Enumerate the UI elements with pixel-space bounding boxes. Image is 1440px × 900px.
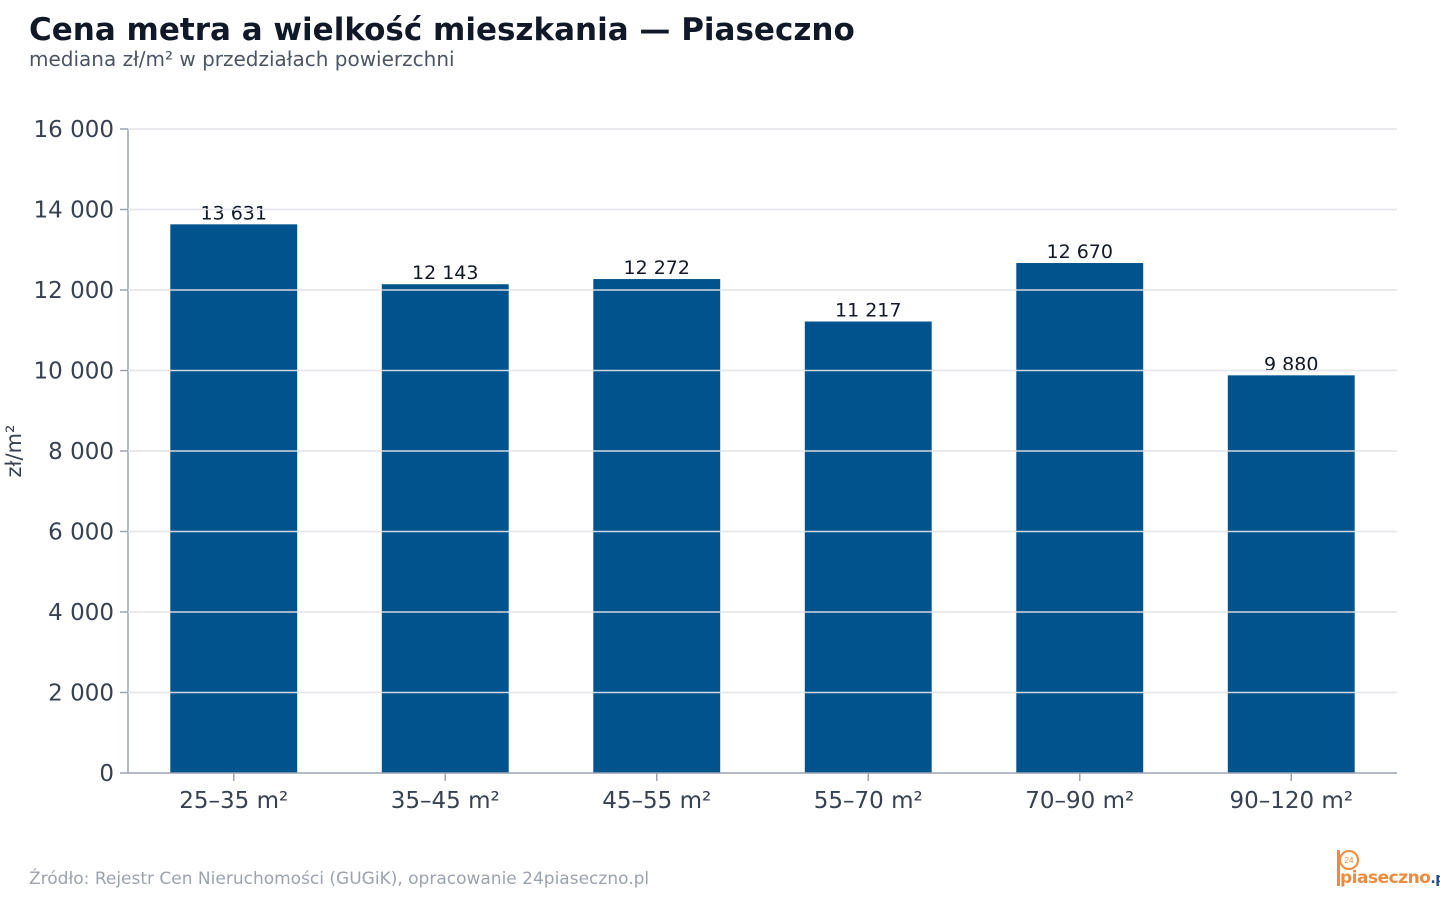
y-tick-label: 14 000 xyxy=(34,198,114,224)
source-note: Źródło: Rejestr Cen Nieruchomości (GUGiK… xyxy=(29,869,650,889)
y-tick-label: 10 000 xyxy=(34,359,114,385)
y-tick-label: 6 000 xyxy=(48,520,114,546)
bar-value-label: 9 880 xyxy=(1264,353,1318,375)
site-logo: 24 piaseczno.pl xyxy=(1336,849,1440,889)
bar-value-label: 12 670 xyxy=(1047,241,1113,263)
y-tick-label: 4 000 xyxy=(48,600,114,626)
logo-tld: .pl xyxy=(1430,871,1440,887)
chart-subtitle: mediana zł/m² w przedziałach powierzchni xyxy=(29,47,455,71)
x-tick-label: 55–70 m² xyxy=(814,788,923,814)
y-tick-label: 8 000 xyxy=(48,439,114,465)
x-tick-label: 45–55 m² xyxy=(602,788,711,814)
x-tick-label: 25–35 m² xyxy=(179,788,288,814)
y-tick-label: 0 xyxy=(99,761,114,787)
x-tick-label: 70–90 m² xyxy=(1025,788,1134,814)
y-tick-label: 2 000 xyxy=(48,681,114,707)
bar xyxy=(804,321,932,773)
bar xyxy=(1016,263,1144,773)
bar xyxy=(381,284,509,773)
bar xyxy=(170,224,298,774)
bar-value-label: 12 143 xyxy=(412,262,478,284)
x-tick-label: 90–120 m² xyxy=(1229,788,1353,814)
y-tick-label: 12 000 xyxy=(34,278,114,304)
logo-name: piaseczno xyxy=(1340,868,1431,888)
chart-title: Cena metra a wielkość mieszkania — Piase… xyxy=(29,12,855,48)
bar-value-label: 11 217 xyxy=(835,300,901,322)
bar xyxy=(593,279,721,773)
bar-value-label: 13 631 xyxy=(201,202,267,224)
bar xyxy=(1227,375,1355,773)
logo-badge-icon: 24 xyxy=(1337,850,1359,886)
logo-badge-text: 24 xyxy=(1345,856,1354,865)
y-axis-label: zł/m² xyxy=(2,425,26,478)
bar-value-label: 12 272 xyxy=(624,257,690,279)
x-tick-label: 35–45 m² xyxy=(391,788,500,814)
logo-wordmark: piaseczno.pl xyxy=(1340,868,1440,888)
y-tick-label: 16 000 xyxy=(34,117,114,143)
bar-chart: 0 2 000 4 000 6 000 8 000 10 000 12 000 14 000 1… xyxy=(2,117,1397,814)
